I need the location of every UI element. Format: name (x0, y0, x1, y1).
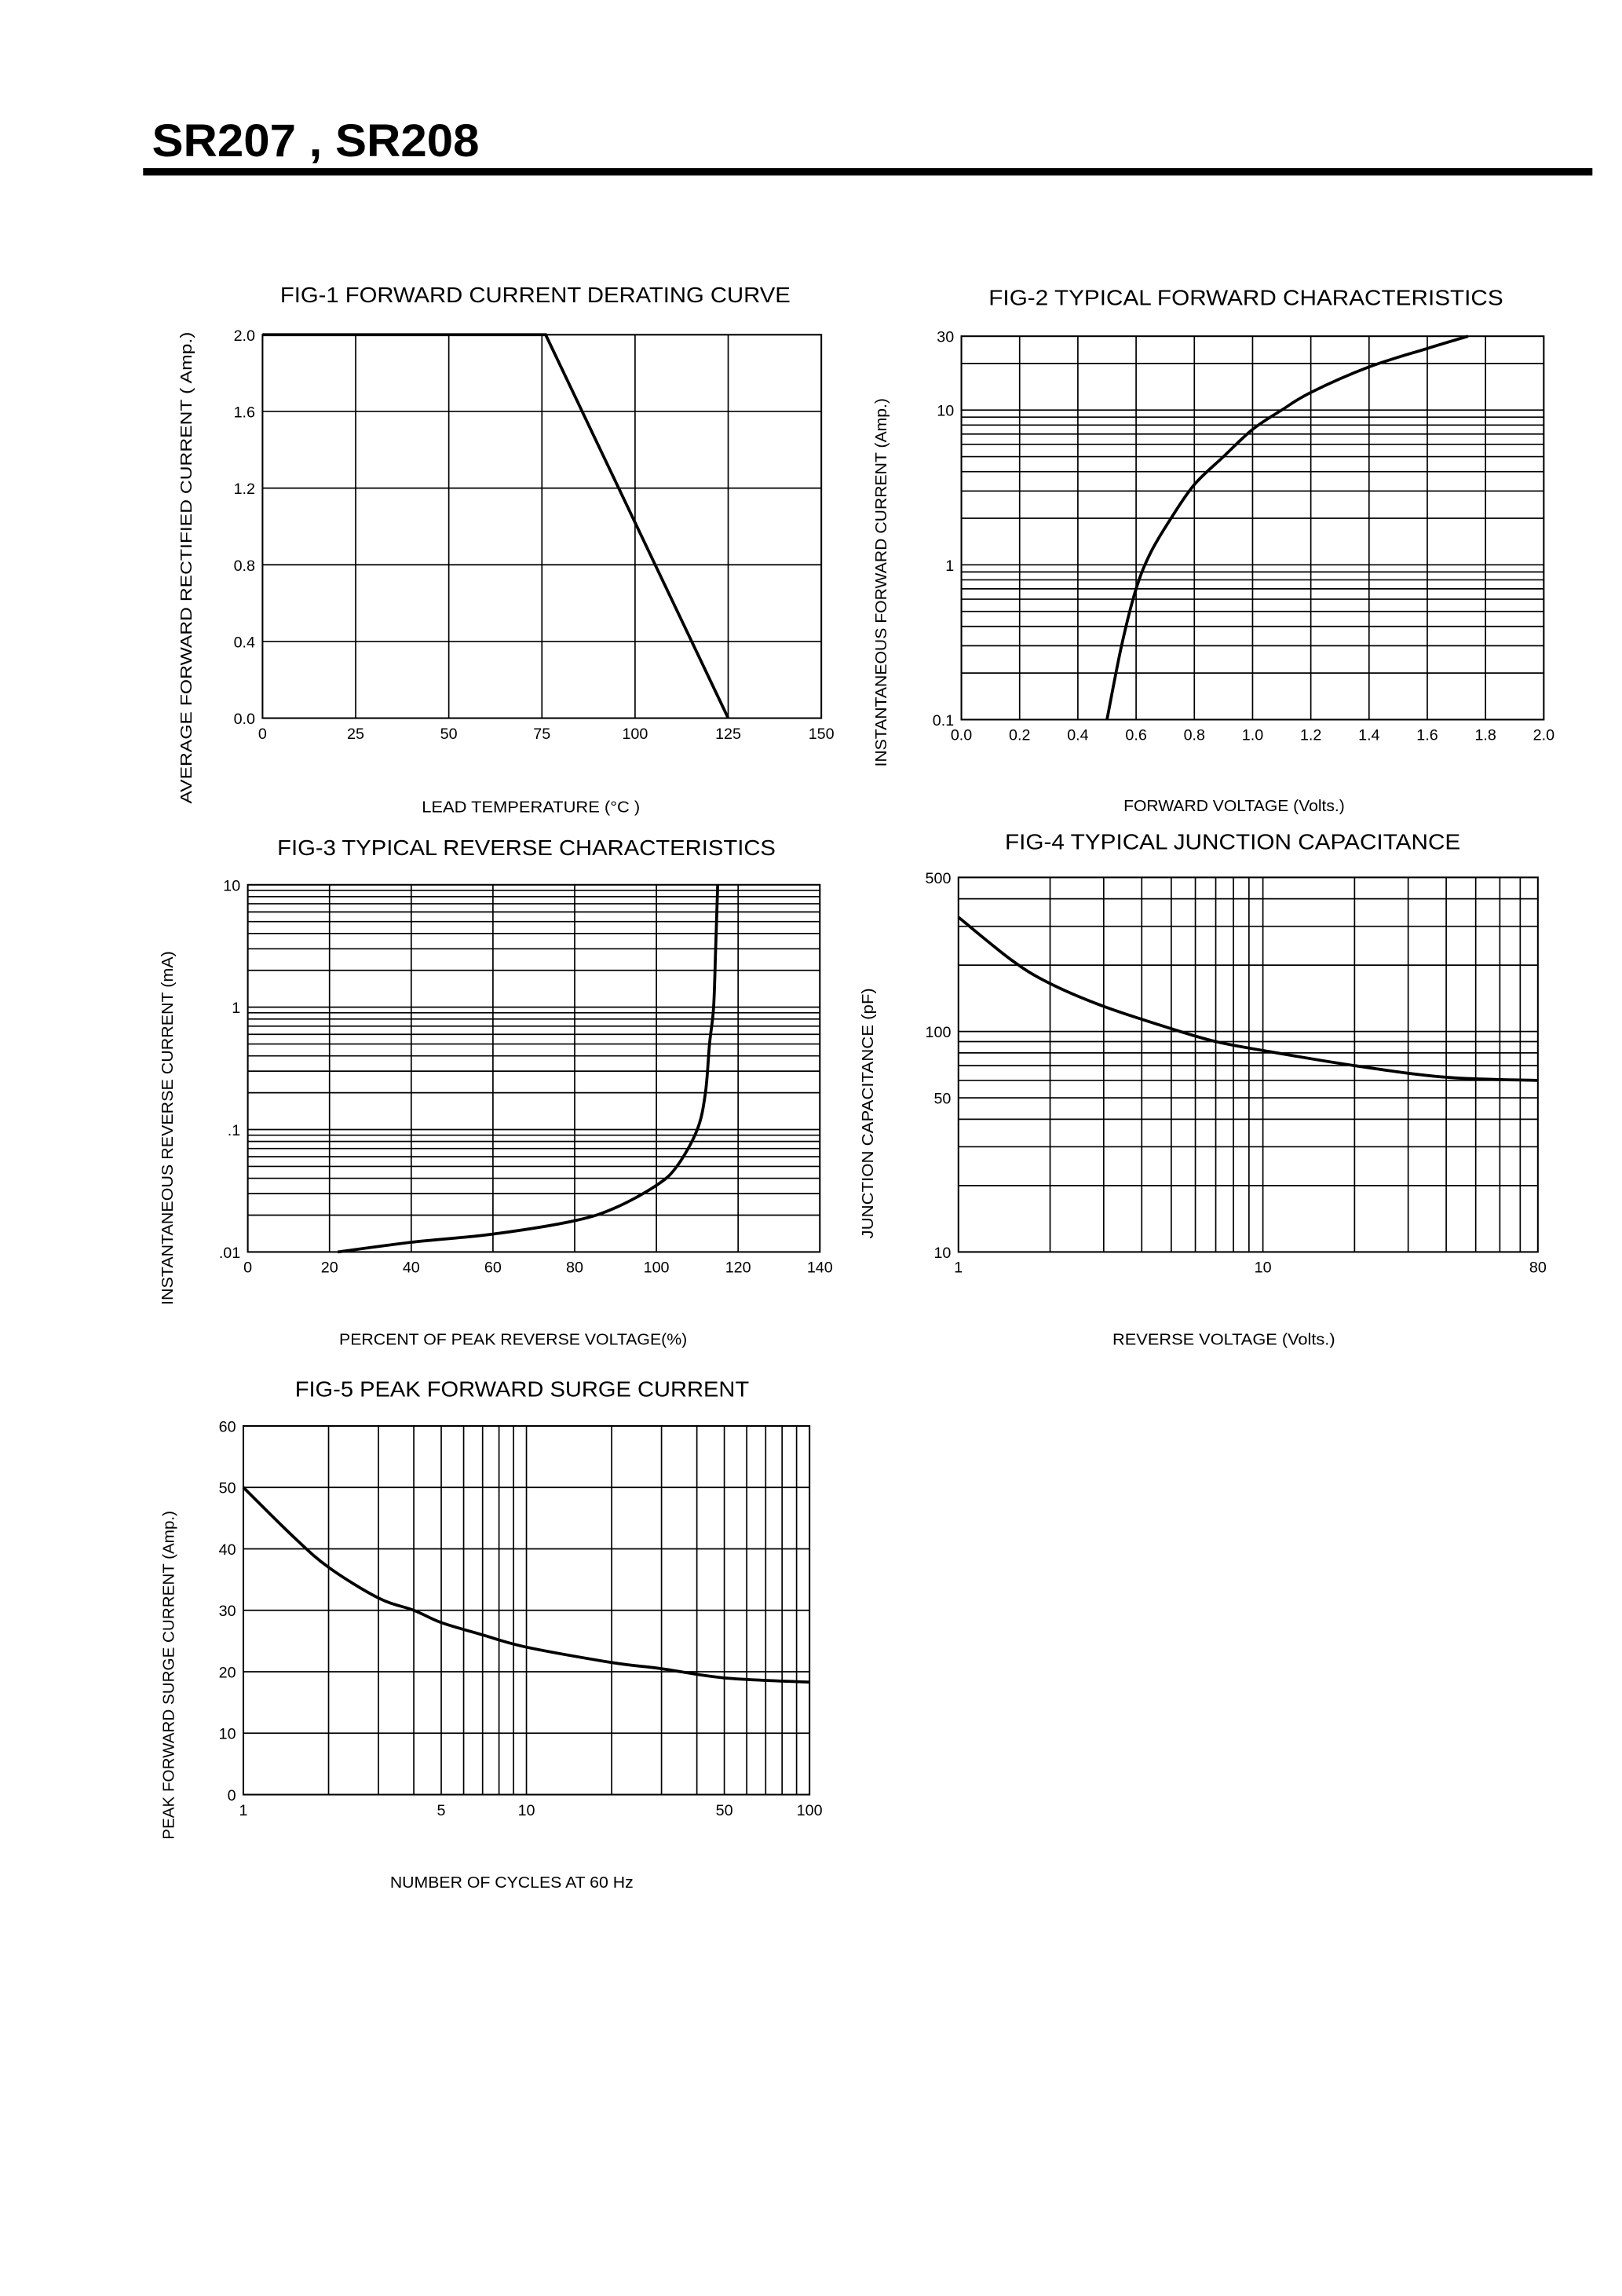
y-tick-label: 0 (228, 1787, 236, 1804)
x-tick-label: 60 (484, 1260, 502, 1277)
x-tick-label: 80 (1529, 1260, 1547, 1277)
y-tick-label: 30 (219, 1603, 236, 1620)
chart-title: FIG-3 TYPICAL REVERSE CHARACTERISTICS (277, 835, 776, 860)
x-tick-label: 40 (403, 1260, 420, 1277)
x-tick-label: 100 (644, 1260, 670, 1277)
y-tick-label: .1 (228, 1122, 240, 1139)
y-axis-label: AVERAGE FORWARD RECTIFIED CURRENT ( Amp.… (177, 332, 195, 804)
x-axis-label: REVERSE VOLTAGE (Volts.) (1112, 1331, 1335, 1349)
chart-fig2: FIG-2 TYPICAL FORWARD CHARACTERISTICS 0.0… (872, 286, 1554, 815)
x-tick-label: 50 (440, 726, 458, 743)
x-tick-label: 1 (239, 1802, 247, 1819)
y-tick-label: 10 (937, 403, 954, 420)
y-tick-label: 10 (219, 1726, 236, 1743)
x-tick-label: 0 (258, 726, 267, 743)
chart-fig3: FIG-3 TYPICAL REVERSE CHARACTERISTICS 0 20… (159, 835, 833, 1348)
x-axis-label: FORWARD VOLTAGE (Volts.) (1123, 797, 1345, 815)
plot-frame (957, 876, 1539, 1253)
plot-frame (247, 883, 821, 1253)
x-tick-label: 0.2 (1009, 727, 1030, 744)
plot-frame (242, 1424, 811, 1796)
x-tick-label: 0 (243, 1260, 252, 1277)
y-tick-label: 1 (945, 558, 954, 575)
y-tick-label: .01 (219, 1245, 240, 1262)
x-tick-label: 2.0 (1533, 727, 1554, 744)
x-tick-label: 10 (1255, 1260, 1272, 1277)
data-curve (262, 333, 730, 719)
y-tick-label: 40 (219, 1541, 236, 1559)
chart-title: FIG-5 PEAK FORWARD SURGE CURRENT (295, 1377, 749, 1401)
y-tick-label: 1.6 (234, 404, 255, 421)
y-tick-label: 1.2 (234, 481, 255, 498)
y-tick-label: 2.0 (234, 327, 255, 345)
y-axis-label: INSTANTANEOUS FORWARD CURRENT (Amp.) (872, 398, 890, 766)
y-tick-label: 0.1 (933, 712, 954, 729)
x-tick-label: 25 (347, 726, 364, 743)
x-axis-label: LEAD TEMPERATURE (°C ) (422, 799, 640, 817)
data-curve (242, 1486, 810, 1684)
chart-fig1: FIG-1 FORWARD CURRENT DERATING CURVE 0 25 5… (177, 283, 834, 817)
x-tick-label: 20 (321, 1260, 338, 1277)
y-tick-label: 60 (219, 1419, 236, 1436)
data-curve (957, 916, 1538, 1082)
x-tick-label: 1.2 (1300, 727, 1321, 744)
y-tick-label: 50 (219, 1480, 236, 1497)
x-axis-label: NUMBER OF CYCLES AT 60 Hz (390, 1874, 634, 1892)
y-tick-label: 10 (223, 877, 240, 894)
y-tick-label: 0.0 (234, 711, 255, 728)
x-tick-label: 120 (725, 1260, 751, 1277)
x-tick-label: 5 (437, 1802, 446, 1819)
chart-fig5: FIG-5 PEAK FORWARD SURGE CURRENT 1 5 10 50 10… (160, 1377, 823, 1891)
y-tick-label: 0.8 (234, 558, 255, 575)
y-tick-label: 30 (937, 329, 954, 346)
x-tick-label: 125 (715, 726, 741, 743)
plot-frame (960, 335, 1545, 721)
x-tick-label: 1.4 (1358, 727, 1379, 744)
y-tick-label: 50 (933, 1091, 951, 1108)
title-rule (143, 168, 1593, 176)
y-axis-label: JUNCTION CAPACITANCE (pF) (859, 988, 877, 1238)
y-tick-label: 100 (926, 1024, 952, 1041)
y-tick-label: 500 (926, 870, 952, 887)
x-axis-label: PERCENT OF PEAK REVERSE VOLTAGE(%) (339, 1331, 687, 1349)
x-tick-label: 0.4 (1067, 727, 1088, 744)
x-tick-label: 1.6 (1416, 727, 1438, 744)
chart-title: FIG-4 TYPICAL JUNCTION CAPACITANCE (1005, 830, 1460, 854)
data-curve (337, 884, 720, 1254)
x-tick-label: 150 (809, 726, 835, 743)
y-tick-label: 0.4 (234, 634, 255, 651)
x-tick-label: 10 (518, 1802, 535, 1819)
x-tick-label: 140 (807, 1260, 833, 1277)
y-tick-label: 1 (232, 1000, 240, 1017)
y-tick-label: 20 (219, 1665, 236, 1682)
x-tick-label: 100 (622, 726, 648, 743)
chart-title: FIG-1 FORWARD CURRENT DERATING CURVE (280, 283, 791, 307)
x-tick-label: 1.8 (1474, 727, 1496, 744)
x-tick-label: 50 (716, 1802, 733, 1819)
x-tick-label: 1.0 (1242, 727, 1263, 744)
y-axis-label: PEAK FORWARD SURGE CURRENT (Amp.) (160, 1511, 178, 1840)
x-tick-label: 80 (566, 1260, 583, 1277)
x-tick-label: 100 (797, 1802, 823, 1819)
data-curve (1105, 335, 1469, 720)
y-axis-label: INSTANTANEOUS REVERSE CURRENT (mA) (159, 951, 177, 1305)
chart-title: FIG-2 TYPICAL FORWARD CHARACTERISTICS (988, 286, 1503, 310)
x-tick-label: 0.6 (1125, 727, 1146, 744)
y-tick-label: 10 (933, 1245, 951, 1262)
x-tick-label: 75 (533, 726, 550, 743)
x-tick-label: 0.0 (951, 727, 972, 744)
x-tick-label: 0.8 (1184, 727, 1205, 744)
page-title: SR207 , SR208 (152, 115, 480, 166)
x-tick-label: 1 (954, 1260, 963, 1277)
